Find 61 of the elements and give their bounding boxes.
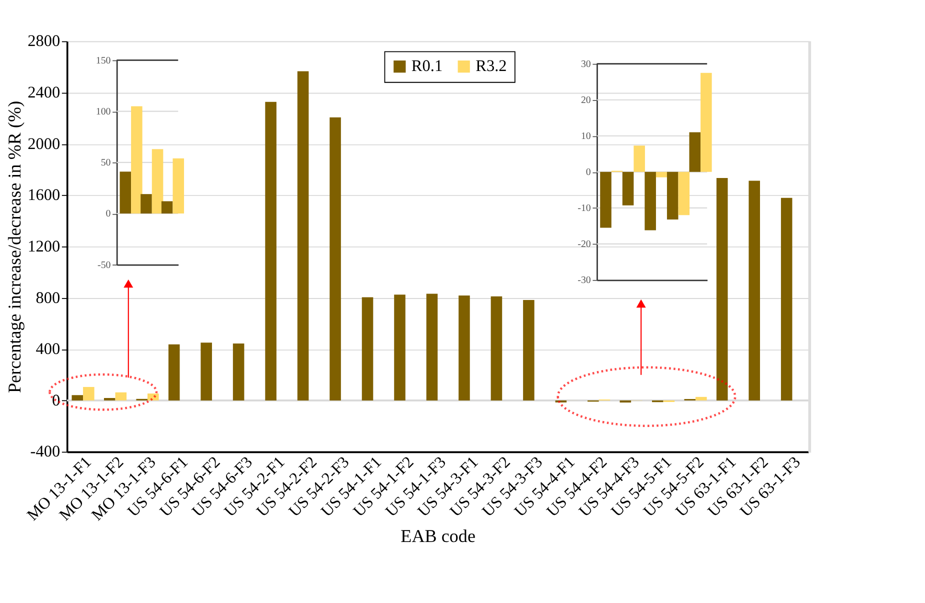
bar	[265, 102, 276, 400]
y-tick-label: 150	[96, 55, 111, 66]
bar	[131, 106, 142, 214]
bar	[140, 194, 152, 214]
y-tick-label: 20	[580, 95, 591, 106]
y-tick-label: -30	[578, 275, 591, 286]
y-tick-label: 50	[100, 158, 111, 169]
bar	[620, 400, 632, 403]
bar	[600, 172, 612, 228]
bar	[148, 394, 159, 400]
y-tick-label: 2800	[28, 32, 60, 50]
bar	[716, 178, 728, 400]
legend-label: R3.2	[476, 57, 507, 76]
bar	[689, 132, 701, 172]
bar	[200, 342, 212, 400]
y-tick-label: 100	[96, 106, 111, 118]
y-tick-label: 10	[580, 131, 591, 142]
y-tick-label: 400	[36, 340, 60, 358]
bar	[297, 71, 309, 400]
bar	[700, 72, 712, 172]
bar	[748, 180, 760, 400]
bar	[678, 172, 690, 216]
y-tick-label: 2000	[28, 134, 60, 153]
y-tick-label: 800	[36, 288, 60, 307]
bar	[72, 395, 84, 400]
bar	[458, 296, 470, 400]
bar	[656, 172, 668, 178]
bar	[152, 149, 164, 214]
legend-label: R0.1	[411, 57, 443, 76]
bar	[696, 396, 707, 400]
bar	[490, 296, 502, 400]
bar	[394, 294, 406, 400]
bar	[161, 201, 173, 214]
bar	[780, 198, 792, 400]
bar	[330, 117, 341, 400]
y-tick-label: -400	[30, 442, 60, 461]
y-tick-label: -10	[578, 203, 591, 214]
y-tick-label: 1600	[28, 186, 60, 204]
y-tick-label: -50	[98, 260, 111, 271]
x-axis-title: EAB code	[400, 526, 476, 546]
bar	[115, 392, 127, 400]
bar	[426, 294, 438, 400]
bar	[232, 343, 244, 400]
bar	[172, 158, 184, 214]
bar	[523, 300, 534, 400]
bar	[83, 386, 94, 400]
bar	[634, 146, 645, 172]
y-tick-label: 0	[586, 167, 591, 178]
y-tick-label: 0	[52, 391, 60, 410]
bar	[666, 172, 678, 220]
bar	[622, 172, 634, 206]
bar	[120, 172, 132, 214]
y-tick-label: 1200	[28, 237, 60, 256]
y-tick-label: -20	[578, 239, 591, 250]
y-tick-label: 2400	[28, 84, 60, 102]
y-tick-label: 0	[106, 208, 111, 220]
y-axis-title: Percentage increase/decrease in %R (%)	[4, 100, 24, 394]
y-tick-label: 30	[580, 59, 591, 70]
bar	[168, 344, 180, 400]
bar	[362, 297, 374, 400]
bar	[644, 172, 656, 230]
